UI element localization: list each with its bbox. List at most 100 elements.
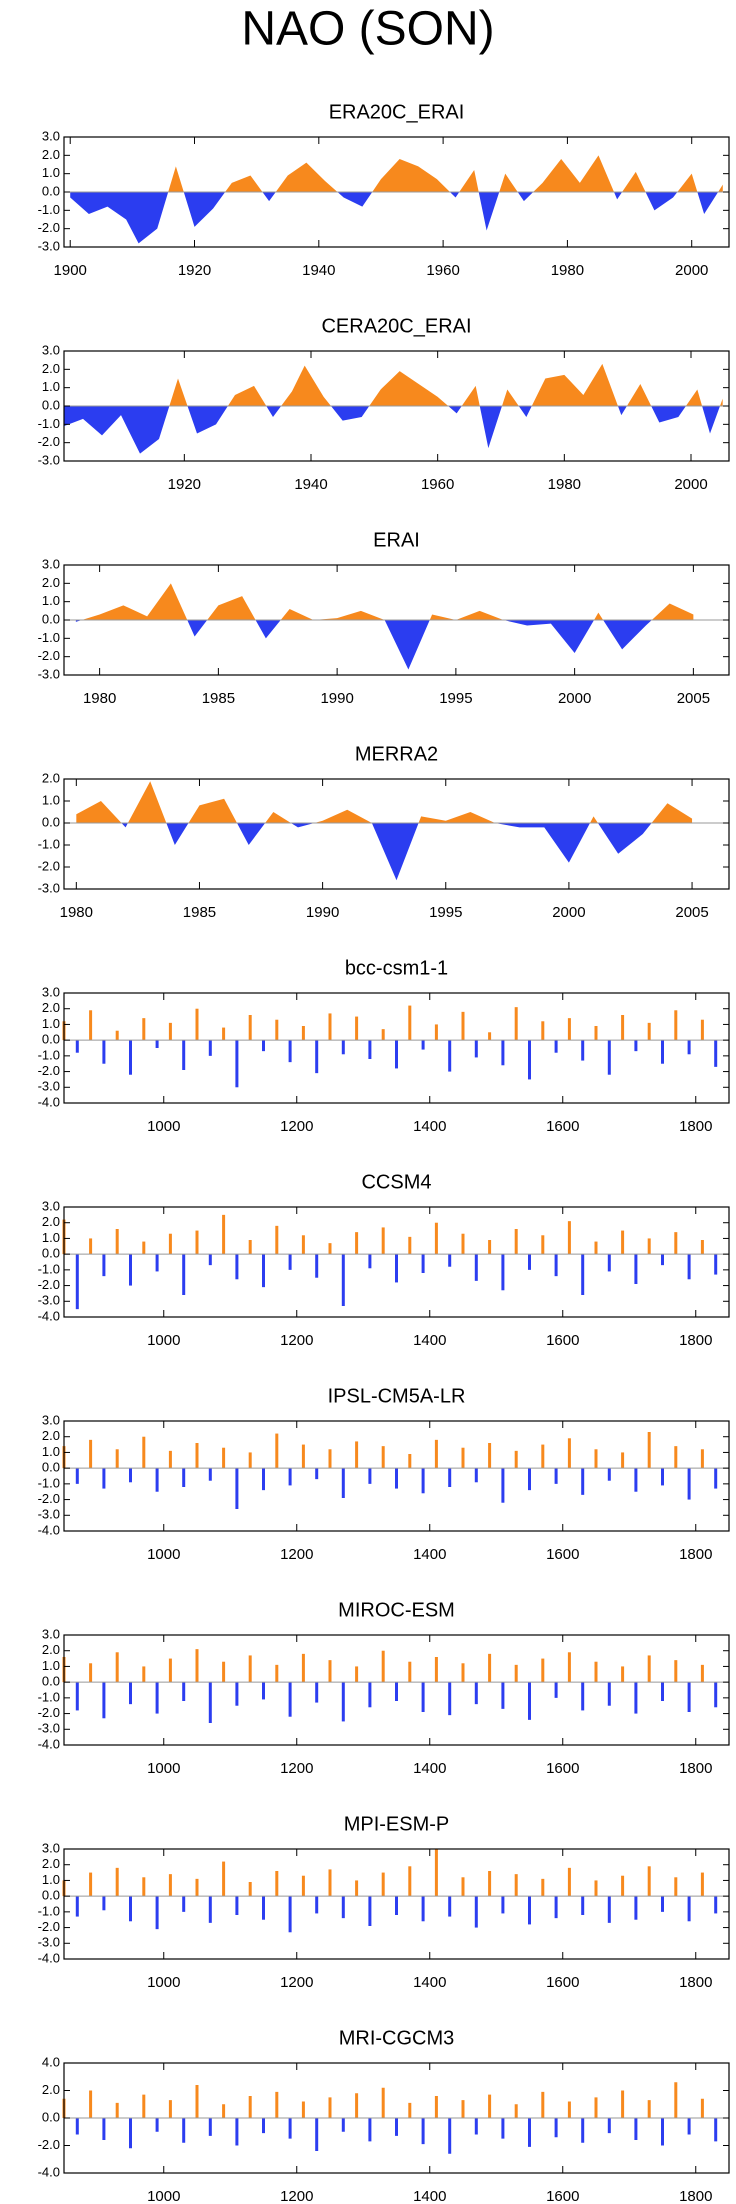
bar bbox=[328, 1013, 332, 1041]
bar bbox=[315, 2118, 319, 2151]
panel: ERAI -3.0 -2.0 -1.0 0.0 1.0 2.0 3.0 1980 1985 1990… bbox=[38, 529, 730, 707]
bar bbox=[647, 1432, 651, 1469]
bar bbox=[408, 1866, 412, 1897]
x-tick-label: 1995 bbox=[429, 904, 462, 921]
y-tick-label: -2.0 bbox=[38, 220, 60, 235]
bar bbox=[700, 1664, 704, 1683]
bar bbox=[714, 1896, 718, 1914]
bar bbox=[75, 1040, 79, 1053]
bar bbox=[115, 1229, 119, 1255]
x-tick-label: 1800 bbox=[679, 1760, 712, 1777]
panel: MPI-ESM-P -4.0-3.0-2.0-1.00.01.02.03.0 100… bbox=[38, 1813, 730, 1991]
bar bbox=[355, 1666, 359, 1683]
y-tick-label: -3.0 bbox=[38, 666, 60, 681]
bar bbox=[541, 2091, 545, 2118]
bar bbox=[687, 1468, 691, 1500]
bar bbox=[621, 1015, 625, 1041]
x-tick-label: 1400 bbox=[413, 1760, 446, 1777]
positive-area bbox=[76, 781, 693, 823]
bar bbox=[89, 1663, 93, 1683]
bar bbox=[434, 1657, 438, 1683]
x-tick-label: 2005 bbox=[677, 690, 710, 707]
bar bbox=[634, 1896, 638, 1920]
y-tick-label: -4.0 bbox=[38, 1308, 60, 1323]
bar bbox=[248, 2096, 252, 2118]
bar bbox=[687, 1040, 691, 1055]
x-tick-label: 1200 bbox=[280, 1974, 313, 1991]
bar bbox=[661, 1896, 664, 1912]
bar bbox=[381, 1446, 385, 1469]
bar bbox=[674, 2082, 678, 2118]
bar bbox=[501, 1896, 505, 1914]
bar bbox=[647, 1022, 651, 1041]
bar bbox=[262, 1896, 265, 1920]
bar bbox=[155, 1468, 159, 1492]
panel: MERRA2 -3.0 -2.0 -1.0 0.0 1.0 2.0 1980 1985 1990 1… bbox=[38, 743, 730, 921]
bar bbox=[381, 1227, 385, 1255]
bar bbox=[142, 1436, 146, 1469]
bar bbox=[235, 2118, 239, 2146]
bar bbox=[594, 1026, 598, 1041]
bar bbox=[541, 1021, 545, 1041]
y-tick-label: 0.0 bbox=[42, 1888, 60, 1903]
bar bbox=[328, 1660, 332, 1683]
bar bbox=[341, 1896, 345, 1919]
bar bbox=[687, 1254, 691, 1280]
bar bbox=[448, 1682, 452, 1716]
y-tick-label: -3.0 bbox=[38, 1507, 60, 1522]
bar bbox=[581, 1896, 585, 1915]
bar bbox=[687, 1682, 691, 1712]
bar bbox=[647, 1238, 651, 1255]
x-tick-label: 1000 bbox=[147, 1546, 180, 1563]
bar bbox=[501, 1040, 505, 1066]
bar bbox=[222, 2104, 226, 2118]
bar bbox=[395, 1682, 398, 1701]
bar bbox=[182, 1682, 186, 1701]
bar bbox=[541, 1658, 545, 1683]
x-tick-label: 1200 bbox=[280, 1760, 313, 1777]
bar bbox=[155, 1254, 159, 1272]
bar bbox=[461, 1663, 465, 1683]
x-tick-label: 1980 bbox=[548, 476, 581, 493]
bar bbox=[155, 1682, 159, 1714]
x-tick-label: 1990 bbox=[306, 904, 339, 921]
bar bbox=[368, 1254, 372, 1269]
x-tick-label: 1920 bbox=[168, 476, 201, 493]
y-tick-label: 0.0 bbox=[42, 2109, 60, 2124]
bar bbox=[567, 1018, 571, 1041]
bar bbox=[195, 1649, 199, 1683]
bar bbox=[341, 1254, 345, 1306]
bar bbox=[567, 1221, 571, 1255]
x-tick-label: 1995 bbox=[439, 690, 472, 707]
bar bbox=[142, 1018, 146, 1041]
bar bbox=[248, 1015, 252, 1041]
bar bbox=[208, 1254, 212, 1266]
bar bbox=[168, 1022, 172, 1041]
bar bbox=[368, 1896, 372, 1926]
bar bbox=[554, 2118, 558, 2138]
y-tick-label: -2.0 bbox=[38, 1705, 60, 1720]
bar bbox=[315, 1254, 319, 1278]
bar bbox=[554, 1040, 558, 1053]
bar bbox=[634, 1468, 638, 1492]
bar bbox=[448, 2118, 452, 2154]
bar bbox=[567, 1867, 571, 1897]
bar bbox=[89, 2090, 93, 2118]
bar bbox=[222, 1661, 226, 1683]
bar bbox=[514, 2104, 518, 2118]
bar bbox=[301, 1444, 305, 1469]
bar bbox=[381, 1650, 385, 1683]
y-tick-label: 1.0 bbox=[42, 593, 60, 608]
bar bbox=[301, 1653, 305, 1683]
bar bbox=[528, 1254, 531, 1270]
bar bbox=[155, 1040, 159, 1048]
y-tick-label: 2.0 bbox=[42, 575, 60, 590]
plot-frame bbox=[63, 778, 730, 890]
bar bbox=[594, 1449, 598, 1469]
y-tick-label: 0.0 bbox=[42, 1460, 60, 1475]
bar bbox=[434, 1222, 438, 1255]
panel-title: IPSL-CM5A-LR bbox=[328, 1385, 466, 1407]
bar bbox=[621, 1666, 625, 1683]
panel-title: MERRA2 bbox=[355, 743, 438, 765]
x-tick-label: 1600 bbox=[546, 1760, 579, 1777]
